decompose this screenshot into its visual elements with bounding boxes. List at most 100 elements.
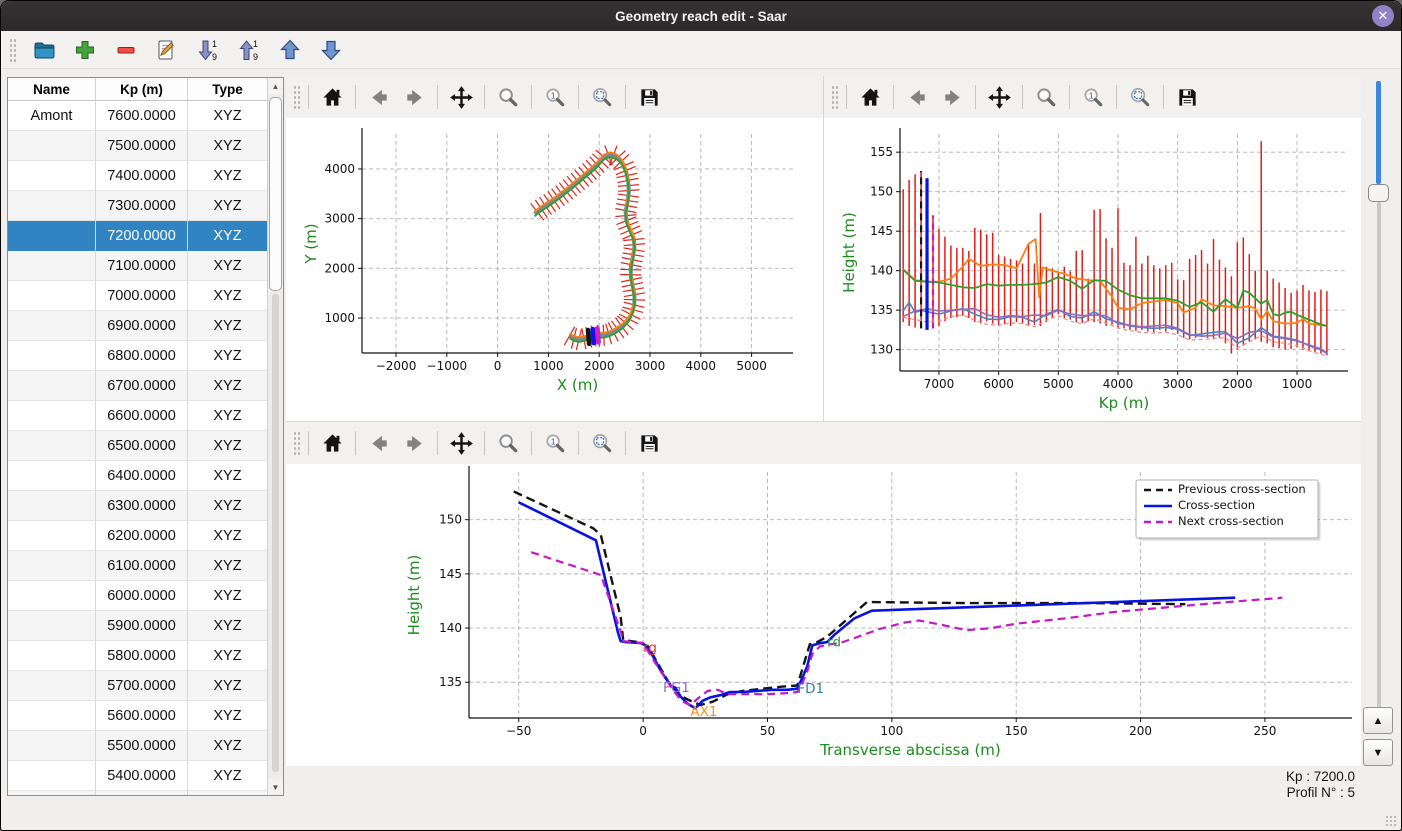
forward-button[interactable] (937, 82, 967, 112)
table-row[interactable]: 6900.0000 XYZ (8, 311, 283, 341)
table-row[interactable]: 5400.0000 XYZ (8, 761, 283, 791)
toolbar-drag-grip[interactable] (9, 37, 16, 62)
svg-text:3000: 3000 (635, 359, 666, 373)
svg-text:rg: rg (643, 640, 657, 656)
move-up-button[interactable] (276, 36, 303, 63)
plan-view-chart[interactable]: −2000 −1000 0 1000 2000 3000 4000 5000 1000 2000 3… (286, 118, 823, 421)
zoom-icon (1035, 86, 1058, 109)
window-resize-grip[interactable] (1385, 815, 1398, 828)
zoom-one-button[interactable]: 1 (540, 428, 570, 458)
close-button[interactable]: ✕ (1372, 5, 1394, 27)
pan-button[interactable] (984, 82, 1014, 112)
scrollbar-up-icon[interactable]: ▲ (268, 78, 283, 94)
column-header-kp-m-[interactable]: Kp (m) (96, 78, 188, 100)
save-button[interactable] (634, 82, 664, 112)
name-cell (8, 341, 96, 371)
table-row[interactable] (8, 791, 283, 795)
table-row[interactable]: 6600.0000 XYZ (8, 401, 283, 431)
table-row[interactable]: 5600.0000 XYZ (8, 701, 283, 731)
home-button[interactable] (317, 428, 347, 458)
zoom-button[interactable] (493, 428, 523, 458)
home-button[interactable] (317, 82, 347, 112)
table-row[interactable]: 5800.0000 XYZ (8, 641, 283, 671)
type-cell: XYZ (188, 311, 268, 341)
table-scrollbar[interactable]: ▲ ▼ (267, 78, 283, 795)
next-profile-button[interactable]: ▼ (1363, 739, 1393, 766)
table-row[interactable]: 7300.0000 XYZ (8, 191, 283, 221)
scrollbar-groove[interactable] (272, 294, 279, 772)
save-button[interactable] (634, 428, 664, 458)
zoom-button[interactable] (493, 82, 523, 112)
forward-button[interactable] (399, 428, 429, 458)
window-title: Geometry reach edit - Saar (615, 8, 787, 24)
svg-text:Kp (m): Kp (m) (1099, 394, 1149, 412)
title-bar[interactable]: Geometry reach edit - Saar ✕ (1, 1, 1401, 31)
panel-drag-grip[interactable] (831, 85, 838, 109)
table-row[interactable]: 6200.0000 XYZ (8, 521, 283, 551)
panel-drag-grip[interactable] (293, 85, 300, 109)
table-row[interactable]: 6800.0000 XYZ (8, 341, 283, 371)
table-row[interactable]: 7100.0000 XYZ (8, 251, 283, 281)
home-button[interactable] (855, 82, 885, 112)
svg-text:3000: 3000 (1162, 377, 1193, 391)
scrollbar-down-icon[interactable]: ▼ (268, 779, 283, 795)
zoom-region-icon (1129, 86, 1152, 109)
pan-button[interactable] (446, 82, 476, 112)
zoom-region-button[interactable] (1125, 82, 1155, 112)
longitudinal-profile-chart[interactable]: 7000 6000 5000 4000 3000 2000 1000 130 135 140 145… (824, 118, 1361, 421)
column-header-type[interactable]: Type (188, 78, 268, 100)
table-row-selected[interactable]: 7200.0000 XYZ (8, 221, 283, 251)
cross-sections-table-panel: Name Kp (m) Type Amont 7600.0000 XYZ 7500.000… (7, 77, 284, 796)
zoom-one-icon: 1 (544, 432, 567, 455)
minus-icon (114, 38, 138, 62)
table-row[interactable]: 6500.0000 XYZ (8, 431, 283, 461)
profile-slider-track-filled[interactable] (1376, 81, 1381, 184)
back-button[interactable] (364, 82, 394, 112)
table-row[interactable]: 5900.0000 XYZ (8, 611, 283, 641)
scrollbar-handle[interactable] (269, 97, 282, 291)
save-button[interactable] (1172, 82, 1202, 112)
delete-cross-section-button[interactable] (112, 36, 139, 63)
move-down-button[interactable] (317, 36, 344, 63)
panel-drag-grip[interactable] (293, 431, 300, 455)
cross-section-chart[interactable]: −50 0 50 100 150 200 250 135 140 145 150 rg FG1 AX1 FD… (286, 464, 1361, 766)
open-geometry-button[interactable] (30, 36, 57, 63)
table-row[interactable]: 5500.0000 XYZ (8, 731, 283, 761)
profile-slider-handle[interactable] (1368, 184, 1389, 202)
edit-cross-section-button[interactable] (153, 36, 180, 63)
zoom-one-button[interactable]: 1 (540, 82, 570, 112)
zoom-region-button[interactable] (587, 428, 617, 458)
table-row[interactable]: Amont 7600.0000 XYZ (8, 101, 283, 131)
table-row[interactable]: 7500.0000 XYZ (8, 131, 283, 161)
name-cell (8, 761, 96, 791)
save-icon (1176, 86, 1199, 109)
zoom-one-button[interactable]: 1 (1078, 82, 1108, 112)
zoom-region-button[interactable] (587, 82, 617, 112)
toolbar-separator (484, 431, 485, 455)
column-header-name[interactable]: Name (8, 78, 96, 100)
svg-text:9: 9 (253, 52, 258, 62)
profile-slider-track[interactable] (1377, 202, 1381, 713)
previous-profile-button[interactable]: ▲ (1363, 707, 1393, 734)
table-row[interactable]: 7000.0000 XYZ (8, 281, 283, 311)
svg-text:150: 150 (439, 513, 462, 527)
table-row[interactable]: 6300.0000 XYZ (8, 491, 283, 521)
table-row[interactable]: 6000.0000 XYZ (8, 581, 283, 611)
table-row[interactable]: 7400.0000 XYZ (8, 161, 283, 191)
table-row[interactable]: 6400.0000 XYZ (8, 461, 283, 491)
cross-section-toolbar: 1 (286, 422, 1361, 464)
zoom-button[interactable] (1031, 82, 1061, 112)
add-cross-section-button[interactable] (71, 36, 98, 63)
pan-button[interactable] (446, 428, 476, 458)
table-row[interactable]: 6700.0000 XYZ (8, 371, 283, 401)
back-button[interactable] (902, 82, 932, 112)
table-row[interactable]: 6100.0000 XYZ (8, 551, 283, 581)
name-cell (8, 581, 96, 611)
toolbar-separator (355, 431, 356, 455)
back-button[interactable] (364, 428, 394, 458)
forward-button[interactable] (399, 82, 429, 112)
table-row[interactable]: 5700.0000 XYZ (8, 671, 283, 701)
